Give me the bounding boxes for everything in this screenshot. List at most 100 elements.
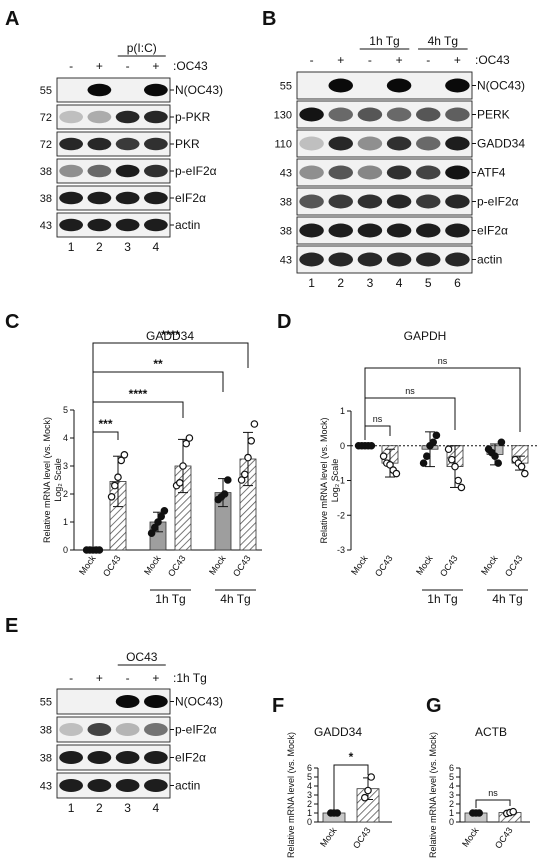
y-tick-label: 1 bbox=[63, 517, 68, 527]
lane-number: 6 bbox=[454, 276, 461, 290]
lane-number: 4 bbox=[153, 240, 160, 254]
blot-band bbox=[299, 223, 324, 238]
panel-label-C: C bbox=[5, 311, 19, 333]
mw-marker: 55 bbox=[280, 81, 292, 93]
blot-band bbox=[144, 695, 168, 708]
lane-sign: + bbox=[337, 53, 344, 67]
blot-band bbox=[328, 165, 353, 180]
panel-label-F: F bbox=[272, 695, 284, 717]
data-point bbox=[454, 476, 463, 485]
blot-band bbox=[416, 252, 441, 267]
blot-band bbox=[416, 194, 441, 209]
y-axis-label: Relative mRNA level (vs. Mock) bbox=[42, 417, 52, 543]
blot-row: 38 eIF2α bbox=[280, 216, 508, 245]
blot-row: 43 actin bbox=[40, 772, 200, 799]
blot-band bbox=[144, 164, 168, 178]
y-tick-label: 6 bbox=[449, 763, 454, 773]
blot-band bbox=[144, 83, 168, 97]
x-tick-label: OC43 bbox=[231, 553, 253, 578]
blot-strip bbox=[296, 245, 473, 274]
data-point bbox=[160, 506, 169, 515]
x-tick-label: Mock bbox=[414, 553, 435, 577]
blot-band bbox=[299, 252, 324, 267]
mw-marker: 43 bbox=[40, 781, 52, 793]
lane-sign: + bbox=[152, 671, 159, 685]
blot-band bbox=[328, 252, 353, 267]
mw-marker: 43 bbox=[280, 168, 292, 180]
target-label: N(OC43) bbox=[175, 83, 223, 97]
target-label: p-eIF2α bbox=[477, 195, 519, 209]
blot-strip bbox=[296, 71, 473, 100]
chart-title: GADD34 bbox=[146, 329, 194, 343]
target-label: N(OC43) bbox=[175, 695, 223, 709]
data-point bbox=[151, 523, 159, 532]
blot-band bbox=[87, 751, 112, 764]
mw-marker: 38 bbox=[40, 166, 52, 178]
y-tick-label: 4 bbox=[63, 433, 68, 443]
data-point bbox=[429, 438, 438, 447]
lane-number: 3 bbox=[124, 240, 131, 254]
data-point bbox=[179, 462, 187, 470]
blot-strip bbox=[296, 158, 473, 187]
blot-band bbox=[445, 223, 470, 238]
mw-marker: 72 bbox=[40, 139, 52, 151]
y-tick-label: 0 bbox=[307, 817, 312, 827]
y-axis-label: Relative mRNA level (vs. Mock) bbox=[319, 417, 329, 543]
blot-band bbox=[59, 751, 83, 764]
y-axis-label-2: Log₂ Scale bbox=[330, 459, 340, 503]
target-label: PKR bbox=[175, 137, 200, 151]
y-tick-label: -1 bbox=[337, 476, 345, 486]
x-tick-label: OC43 bbox=[373, 553, 395, 578]
blot-panel-A: Ap(I:C) - + - +:OC43 55 N(OC43) 72 p-PKR 72 PKR 38 p… bbox=[5, 8, 223, 254]
y-tick-label: 6 bbox=[307, 763, 312, 773]
panel-label-D: D bbox=[277, 311, 291, 333]
blot-panel-E: E OC43 - + - +:1h Tg 55 N(OC43) 38 p-eIF2α 38 eIF2α… bbox=[5, 615, 223, 815]
x-tick-label: Mock bbox=[207, 553, 228, 577]
target-label: N(OC43) bbox=[477, 79, 525, 93]
blot-strip bbox=[296, 100, 473, 129]
lane-number: 3 bbox=[367, 276, 374, 290]
lane-sign: - bbox=[368, 53, 372, 67]
blot-strip bbox=[296, 216, 473, 245]
blot-group-label: OC43 bbox=[126, 650, 158, 664]
blot-band bbox=[59, 164, 83, 178]
blot-band bbox=[386, 78, 412, 93]
blot-band bbox=[115, 751, 140, 764]
x-tick-label: Mock bbox=[318, 825, 339, 849]
chart-title: GAPDH bbox=[404, 329, 447, 343]
lane-number: 4 bbox=[153, 801, 160, 815]
lane-number: 3 bbox=[124, 801, 131, 815]
target-label: ATF4 bbox=[477, 166, 506, 180]
target-label: actin bbox=[175, 218, 200, 232]
blot-band bbox=[416, 223, 441, 238]
blot-condition-label: :1h Tg bbox=[173, 671, 207, 685]
lane-number: 4 bbox=[396, 276, 403, 290]
lane-number: 2 bbox=[337, 276, 344, 290]
blot-band bbox=[357, 223, 383, 238]
blot-row: 110 GADD34 bbox=[274, 129, 525, 158]
data-point bbox=[447, 455, 456, 464]
data-point bbox=[247, 436, 256, 445]
blot-band bbox=[445, 107, 470, 122]
data-point bbox=[364, 786, 372, 795]
data-point bbox=[176, 478, 184, 487]
mw-marker: 55 bbox=[40, 697, 52, 709]
blot-band bbox=[416, 136, 441, 151]
data-point bbox=[367, 441, 376, 450]
blot-band bbox=[59, 110, 83, 124]
y-axis-label: Relative mRNA level (vs. Mock) bbox=[286, 732, 296, 858]
data-point bbox=[250, 420, 259, 428]
blot-band bbox=[115, 218, 140, 232]
blot-row: 38 p-eIF2α bbox=[280, 187, 519, 216]
y-tick-label: 3 bbox=[449, 790, 454, 800]
group-label: 4h Tg bbox=[492, 592, 522, 606]
x-tick-label: OC43 bbox=[493, 825, 515, 850]
data-point bbox=[157, 512, 166, 521]
blot-band bbox=[357, 252, 383, 267]
mw-marker: 38 bbox=[40, 193, 52, 205]
y-tick-label: 1 bbox=[340, 406, 345, 416]
blot-band bbox=[445, 165, 470, 180]
x-tick-label: Mock bbox=[349, 553, 370, 577]
significance-label: ns bbox=[405, 386, 415, 396]
